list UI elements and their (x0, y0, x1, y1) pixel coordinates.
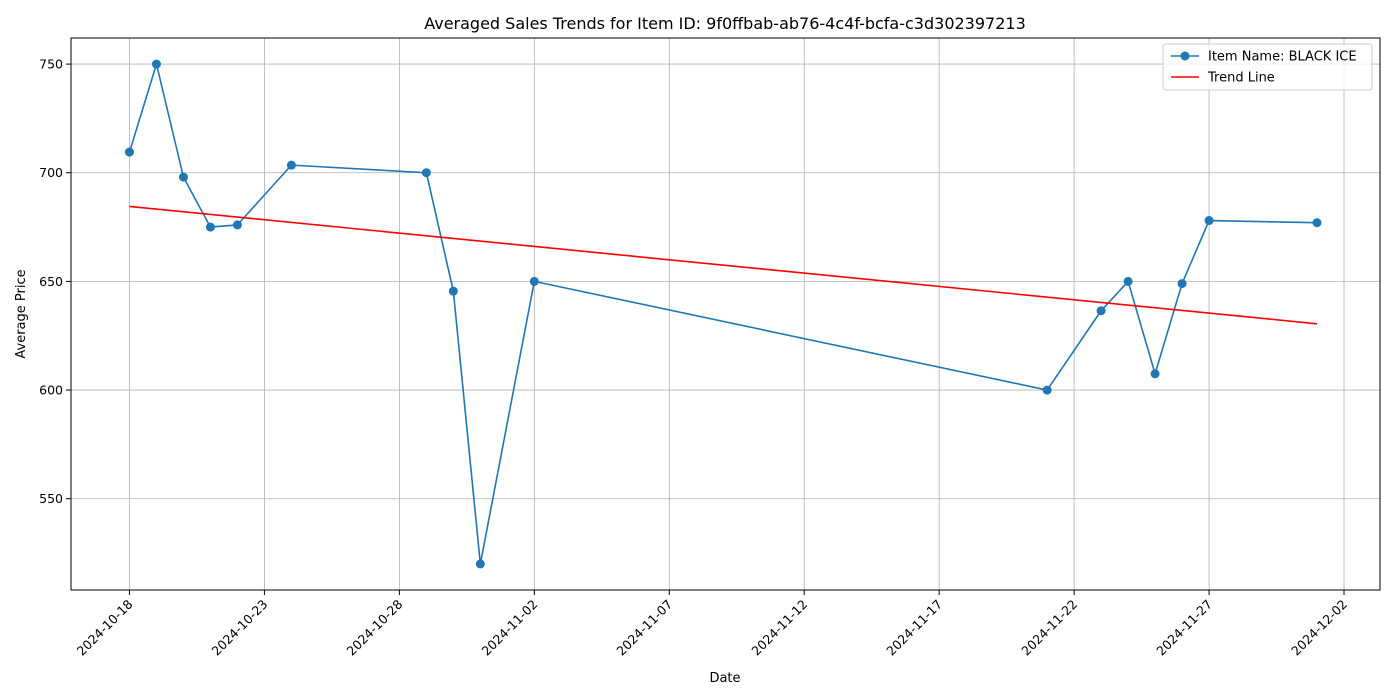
trend-line (129, 205, 1318, 325)
data-point (124, 147, 134, 157)
y-tick-label: 650 (39, 274, 63, 289)
y-tick-label: 700 (39, 165, 63, 180)
data-point (286, 160, 296, 170)
data-point (1096, 306, 1106, 316)
data-point (448, 286, 458, 296)
data-point (1312, 218, 1322, 228)
series-layer (124, 59, 1322, 569)
data-point (475, 559, 485, 569)
legend-label: Item Name: BLACK ICE (1208, 50, 1357, 65)
data-point (421, 168, 431, 178)
legend-box (1162, 43, 1373, 91)
y-axis-label: Average Price (14, 269, 29, 358)
y-tick-label: 550 (39, 491, 63, 506)
chart-legend: Item Name: BLACK ICE Trend Line (1162, 43, 1373, 91)
data-point (178, 172, 188, 182)
plot-area-frame (70, 37, 1381, 591)
data-point (205, 222, 215, 232)
chart-title: Averaged Sales Trends for Item ID: 9f0ff… (424, 14, 1026, 33)
legend-swatch-marker (1180, 51, 1190, 61)
data-point (151, 59, 161, 69)
y-tick-label: 750 (39, 57, 63, 72)
y-tick-label: 600 (39, 383, 63, 398)
legend-label: Trend Line (1207, 71, 1275, 86)
x-axis-label: Date (709, 671, 740, 686)
data-point (1177, 279, 1187, 289)
data-point (1123, 276, 1133, 286)
data-point (529, 276, 539, 286)
grid-lines (71, 38, 1380, 590)
data-point (1042, 385, 1052, 395)
data-point (1204, 216, 1214, 226)
data-point (232, 220, 242, 230)
data-point (1150, 369, 1160, 379)
